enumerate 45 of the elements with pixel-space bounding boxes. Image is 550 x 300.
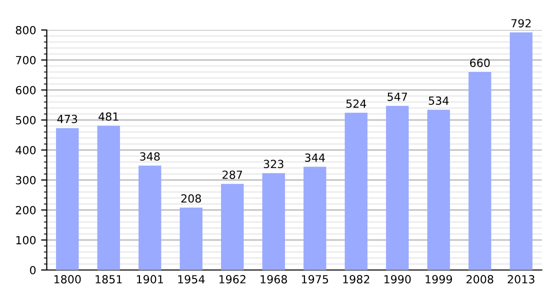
bar: [56, 128, 79, 270]
x-tick-label: 1962: [219, 275, 246, 284]
data-label: 547: [388, 92, 408, 101]
bar: [138, 166, 162, 270]
bar: [97, 126, 120, 270]
y-tick-label: 800: [16, 26, 36, 34]
bar: [344, 112, 368, 270]
data-label: 524: [346, 99, 366, 108]
y-tick-label: 300: [16, 176, 36, 184]
x-tick-label: 2013: [508, 275, 534, 284]
data-label: 481: [98, 112, 118, 121]
bar: [180, 208, 202, 270]
x-tick-label: 2008: [466, 275, 494, 284]
bar: [221, 184, 244, 270]
x-tick-label: 1975: [302, 275, 328, 284]
x-tick-label: 1954: [178, 275, 205, 284]
x-tick-label: 1999: [426, 275, 452, 284]
bar: [304, 166, 326, 270]
data-label: 344: [305, 153, 325, 162]
y-tick-label: 500: [16, 116, 36, 124]
bar: [262, 173, 285, 270]
y-tick-label: 600: [16, 86, 36, 94]
bar: [427, 110, 450, 270]
y-tick-label: 0: [30, 266, 36, 274]
data-label: 208: [181, 194, 201, 203]
y-tick-label: 700: [16, 56, 36, 64]
bar: [510, 32, 532, 270]
bar: [468, 72, 492, 270]
y-tick-label: 400: [16, 146, 36, 154]
x-tick-label: 1968: [260, 275, 288, 284]
data-label: 792: [511, 19, 531, 28]
data-label: 323: [264, 160, 284, 168]
data-label: 534: [428, 96, 449, 105]
data-label: 473: [57, 114, 78, 124]
x-tick-label: 1800: [54, 275, 81, 284]
x-tick-label: 1990: [384, 275, 411, 284]
y-tick-label: 200: [16, 206, 36, 214]
x-tick-label: 1851: [96, 275, 122, 284]
data-label: 348: [140, 152, 160, 161]
data-label: 660: [470, 58, 490, 68]
bar: [386, 106, 409, 270]
data-label: 287: [222, 170, 242, 179]
x-tick-label: 1982: [343, 275, 370, 284]
x-tick-label: 1901: [136, 275, 163, 284]
y-tick-label: 100: [16, 236, 36, 244]
